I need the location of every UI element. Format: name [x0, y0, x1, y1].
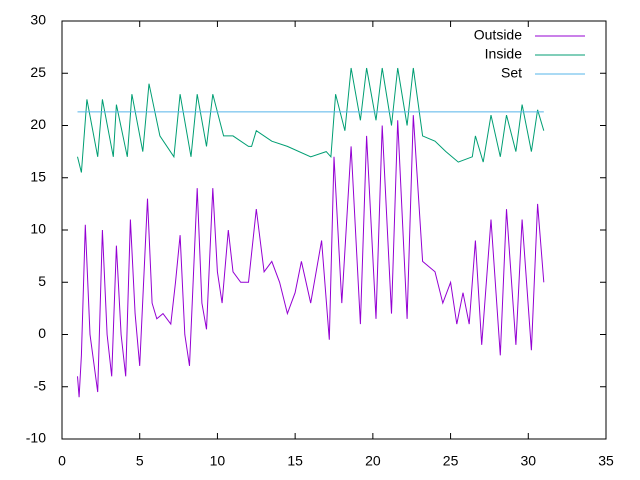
y-tick-label: 15	[30, 168, 46, 184]
y-tick-label: 0	[38, 325, 46, 341]
x-tick-label: 0	[58, 453, 66, 469]
x-tick-label: 15	[287, 453, 303, 469]
legend-label: Set	[501, 65, 522, 81]
x-tick-label: 35	[598, 453, 614, 469]
y-tick-label: 10	[30, 221, 46, 237]
series-line	[77, 115, 545, 398]
legend-label: Inside	[485, 46, 523, 62]
y-tick-label: 20	[30, 116, 46, 132]
y-tick-label: -5	[34, 377, 47, 393]
x-tick-label: 10	[210, 453, 226, 469]
series-line	[77, 67, 545, 173]
y-tick-label: -10	[26, 430, 46, 446]
plot-border	[61, 20, 607, 440]
y-tick-label: 5	[38, 273, 46, 289]
y-tick-label: 30	[30, 12, 46, 28]
legend-label: Outside	[474, 27, 522, 43]
y-tick-label: 25	[30, 64, 46, 80]
x-tick-label: 30	[520, 453, 536, 469]
x-tick-label: 20	[365, 453, 381, 469]
x-tick-label: 25	[443, 453, 459, 469]
x-tick-label: 5	[136, 453, 144, 469]
